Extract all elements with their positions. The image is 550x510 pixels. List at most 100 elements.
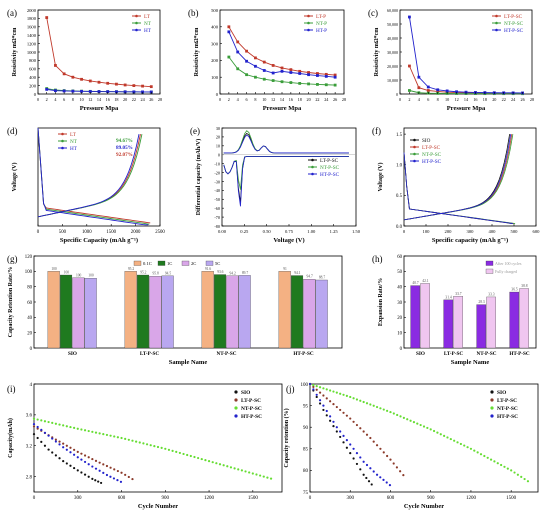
legend-marker	[61, 132, 64, 136]
legend-label: 5C	[215, 261, 220, 266]
chart-panel-g: (g) Sample Name Capacity Retention Rate/% 0…	[7, 254, 343, 366]
cycle-point	[54, 438, 57, 441]
cycle-point	[87, 429, 90, 433]
y-tick-label: 60	[397, 255, 402, 260]
cycle-point	[62, 442, 65, 445]
x-tick-label: 1000	[82, 230, 92, 235]
legend-marker	[61, 146, 64, 150]
x-axis-label: Pressure Mpa	[263, 105, 302, 112]
legend-label: NT-P-SC	[320, 165, 340, 171]
cycle-point	[237, 468, 240, 471]
cycle-point	[486, 456, 489, 459]
cycle-point	[94, 431, 98, 434]
legend-label: HT	[144, 28, 152, 34]
x-tick-label: 0.25	[240, 229, 249, 234]
cycle-point	[83, 429, 87, 432]
cycle-point	[40, 419, 43, 422]
cycle-point	[65, 462, 68, 465]
x-tick-label: 300	[74, 496, 82, 501]
x-axis-label: Sample Name	[451, 359, 490, 366]
y-tick-label: 200	[211, 58, 219, 63]
charge-curve	[403, 134, 513, 221]
plot-frame	[37, 127, 161, 227]
x-axis-label: Pressure Mpa	[80, 105, 119, 112]
cycle-point	[329, 400, 332, 403]
data-point	[262, 69, 266, 72]
y-axis-label: Voltage (V)	[11, 163, 18, 192]
data-point	[307, 73, 310, 77]
y-tick-label: 40,000	[387, 36, 398, 42]
bar-value-label: 100	[51, 267, 57, 271]
cycle-point	[153, 445, 156, 448]
x-tick-label: 18	[114, 97, 118, 102]
cycle-point	[399, 470, 402, 473]
y-tick-label: 10	[216, 144, 220, 149]
legend-swatch	[157, 260, 166, 266]
charge-curve	[403, 134, 511, 221]
cycle-point	[112, 477, 116, 480]
chart-panel-i: (i) Cycle Number Capacity(mAh) 0 300 600 900 12…	[7, 383, 283, 510]
cycle-point	[419, 423, 422, 427]
cycle-point	[382, 451, 385, 454]
x-tick-label: 500	[59, 230, 67, 235]
cycle-point	[496, 462, 499, 465]
cycle-point	[87, 463, 90, 466]
category-label: NT-P-SC	[217, 351, 237, 357]
x-axis-label: Pressure Mpa	[447, 105, 486, 112]
y-tick-label: 2.8	[26, 475, 33, 480]
cycle-point	[109, 466, 112, 469]
cycle-point	[160, 446, 163, 449]
x-axis-label: Specific capacity (mAh g⁻¹)	[432, 237, 508, 244]
data-point	[307, 82, 310, 86]
legend-label: HT-P-SC	[320, 172, 340, 178]
bar-value-label: 93.6	[217, 270, 223, 274]
x-tick-label: 20	[123, 97, 127, 102]
cycle-point	[62, 460, 65, 463]
x-tick-label: 300	[346, 496, 354, 501]
x-tick-label: 22	[502, 97, 506, 102]
y-tick-label: 10,000	[387, 78, 398, 84]
cycle-point	[352, 420, 355, 423]
cycle-point	[91, 465, 94, 468]
bar-value-label: 33.3	[488, 292, 494, 296]
y-tick-label: 0	[218, 153, 220, 158]
cycle-point	[73, 426, 76, 430]
category-label: LT-P-SC	[140, 351, 159, 357]
x-tick-label: 2	[228, 97, 230, 102]
data-point	[227, 25, 231, 29]
cycle-point	[97, 480, 100, 483]
data-point	[333, 75, 337, 79]
cycle-point	[372, 404, 375, 407]
y-axis-label: Resistivity mΩ*cm	[12, 28, 18, 77]
cycle-point	[40, 440, 43, 443]
bar	[201, 271, 214, 349]
cycle-point	[315, 393, 318, 396]
cycle-point	[416, 422, 419, 425]
cycle-point	[382, 408, 385, 411]
cycle-point	[94, 459, 98, 462]
cycle-point	[355, 423, 359, 427]
x-axis-label: Cycle Number	[138, 503, 178, 510]
data-point	[280, 69, 284, 73]
data-point	[88, 79, 92, 83]
x-tick-label: 400	[489, 229, 497, 234]
cycle-point	[406, 418, 409, 421]
x-tick-label: 24	[511, 97, 516, 102]
legend-label: LT-P-SC	[422, 145, 441, 151]
cycle-point	[359, 399, 362, 402]
cycle-point	[359, 456, 362, 459]
cycle-point	[365, 476, 368, 480]
legend-marker	[413, 145, 416, 149]
cycle-point	[47, 420, 50, 424]
dqdv-reduction	[223, 156, 349, 207]
bar	[476, 304, 487, 349]
x-tick-label: 4	[237, 97, 240, 102]
data-point	[62, 72, 66, 76]
data-point	[236, 40, 240, 44]
cycle-point	[365, 433, 369, 436]
bar	[161, 275, 174, 349]
x-tick-label: 0	[33, 496, 36, 501]
panel-label: (j)	[286, 384, 295, 394]
data-point	[132, 90, 136, 94]
